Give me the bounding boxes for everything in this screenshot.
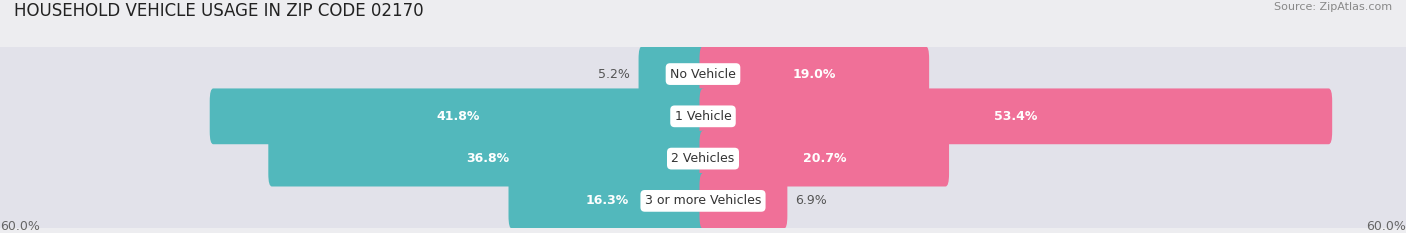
Text: 5.2%: 5.2% bbox=[599, 68, 630, 81]
Text: 60.0%: 60.0% bbox=[0, 220, 39, 233]
Text: 41.8%: 41.8% bbox=[436, 110, 479, 123]
Text: 53.4%: 53.4% bbox=[994, 110, 1038, 123]
FancyBboxPatch shape bbox=[269, 131, 707, 186]
Text: 19.0%: 19.0% bbox=[793, 68, 837, 81]
Text: 36.8%: 36.8% bbox=[465, 152, 509, 165]
FancyBboxPatch shape bbox=[509, 173, 707, 229]
FancyBboxPatch shape bbox=[0, 21, 1406, 127]
FancyBboxPatch shape bbox=[0, 150, 1406, 233]
Text: 60.0%: 60.0% bbox=[1367, 220, 1406, 233]
FancyBboxPatch shape bbox=[0, 23, 1406, 129]
FancyBboxPatch shape bbox=[0, 106, 1406, 212]
Text: No Vehicle: No Vehicle bbox=[671, 68, 735, 81]
Text: 3 or more Vehicles: 3 or more Vehicles bbox=[645, 194, 761, 207]
FancyBboxPatch shape bbox=[209, 89, 707, 144]
FancyBboxPatch shape bbox=[700, 89, 1333, 144]
FancyBboxPatch shape bbox=[700, 131, 949, 186]
Text: 6.9%: 6.9% bbox=[796, 194, 827, 207]
FancyBboxPatch shape bbox=[700, 46, 929, 102]
FancyBboxPatch shape bbox=[638, 46, 707, 102]
Text: 16.3%: 16.3% bbox=[586, 194, 628, 207]
Text: 1 Vehicle: 1 Vehicle bbox=[675, 110, 731, 123]
Text: 20.7%: 20.7% bbox=[803, 152, 846, 165]
Text: HOUSEHOLD VEHICLE USAGE IN ZIP CODE 02170: HOUSEHOLD VEHICLE USAGE IN ZIP CODE 0217… bbox=[14, 2, 423, 20]
FancyBboxPatch shape bbox=[0, 107, 1406, 213]
FancyBboxPatch shape bbox=[0, 65, 1406, 171]
Text: Source: ZipAtlas.com: Source: ZipAtlas.com bbox=[1274, 2, 1392, 12]
Text: 2 Vehicles: 2 Vehicles bbox=[672, 152, 734, 165]
FancyBboxPatch shape bbox=[700, 173, 787, 229]
FancyBboxPatch shape bbox=[0, 63, 1406, 169]
FancyBboxPatch shape bbox=[0, 148, 1406, 233]
